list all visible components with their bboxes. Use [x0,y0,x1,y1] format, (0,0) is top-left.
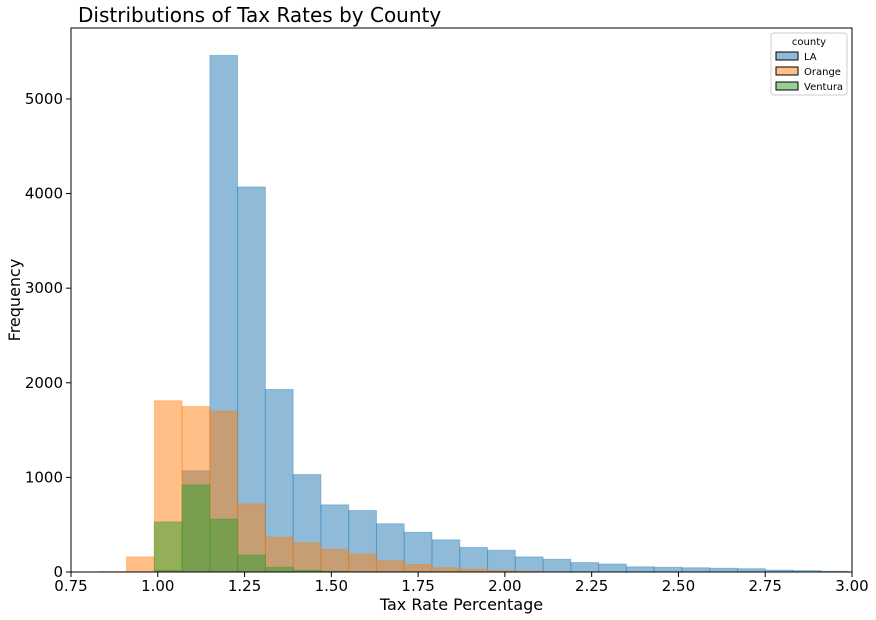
x-tick-label: 2.75 [749,577,782,595]
bar-la-10 [431,539,461,573]
bar-orange-12 [431,567,461,573]
legend-label: LA [804,52,817,63]
chart-title: Distributions of Tax Rates by County [78,3,441,27]
legend-entry-orange: Orange [775,66,841,78]
bar-la-17 [625,566,655,573]
bar-la-16 [598,563,627,573]
x-axis: 0.75 1.00 1.25 1.50 1.75 2.00 2.25 2.50 2.75 3.00 [54,572,869,595]
bar-la-20 [709,567,738,573]
y-tick-label: 3000 [25,279,63,297]
bar-orange-7 [292,542,322,573]
y-tick-label: 5000 [25,90,63,108]
x-tick-label: 2.25 [575,577,608,595]
x-tick-label: 1.50 [315,577,348,595]
bar-la-15 [570,562,600,573]
bar-ventura-4 [264,566,294,573]
bars-layer [98,54,850,573]
y-tick-label: 4000 [25,185,63,203]
legend-title: county [792,37,826,48]
plot-area [70,27,853,573]
bar-orange-11 [403,563,433,573]
series-orange [98,400,544,573]
bar-la-11 [459,546,489,573]
bar-ventura-3 [237,554,266,573]
x-axis-label: Tax Rate Percentage [379,595,543,614]
legend: county LA Orange Ventura [770,32,848,96]
bar-ventura-0 [153,521,183,573]
legend-box [770,32,848,96]
x-tick-label: 3.00 [835,577,868,595]
plot-frame [70,27,853,573]
legend-swatch [775,66,799,76]
bar-la-13 [514,556,544,573]
legend-label: Ventura [804,82,843,93]
bar-la-19 [681,567,711,573]
x-tick-label: 1.75 [401,577,434,595]
bar-orange-1 [126,556,155,573]
legend-swatch [775,81,799,91]
bar-orange-8 [320,548,350,573]
y-axis: 0 1000 2000 3000 4000 5000 [25,90,71,581]
legend-entries: LA Orange Ventura [775,51,843,93]
bar-orange-10 [375,560,405,573]
bar-orange-6 [264,536,294,573]
bar-la-12 [487,549,516,573]
legend-entry-ventura: Ventura [775,81,843,93]
x-tick-label: 2.00 [488,577,521,595]
x-tick-label: 0.75 [54,577,87,595]
bar-orange-9 [348,553,377,573]
x-tick-label: 2.50 [662,577,695,595]
x-tick-label: 1.00 [141,577,174,595]
legend-entry-la: LA [775,51,817,63]
y-tick-label: 1000 [25,468,63,486]
series-ventura [153,484,350,573]
x-tick-label: 1.25 [228,577,261,595]
bar-ventura-2 [209,518,239,573]
y-tick-label: 2000 [25,374,63,392]
bar-la-14 [542,558,572,573]
y-tick-label: 0 [53,563,63,581]
bar-la-18 [653,566,683,573]
series-la [153,54,850,573]
legend-swatch [775,51,799,61]
legend-label: Orange [804,67,841,78]
bar-ventura-1 [181,484,211,573]
y-axis-label: Frequency [5,259,24,342]
